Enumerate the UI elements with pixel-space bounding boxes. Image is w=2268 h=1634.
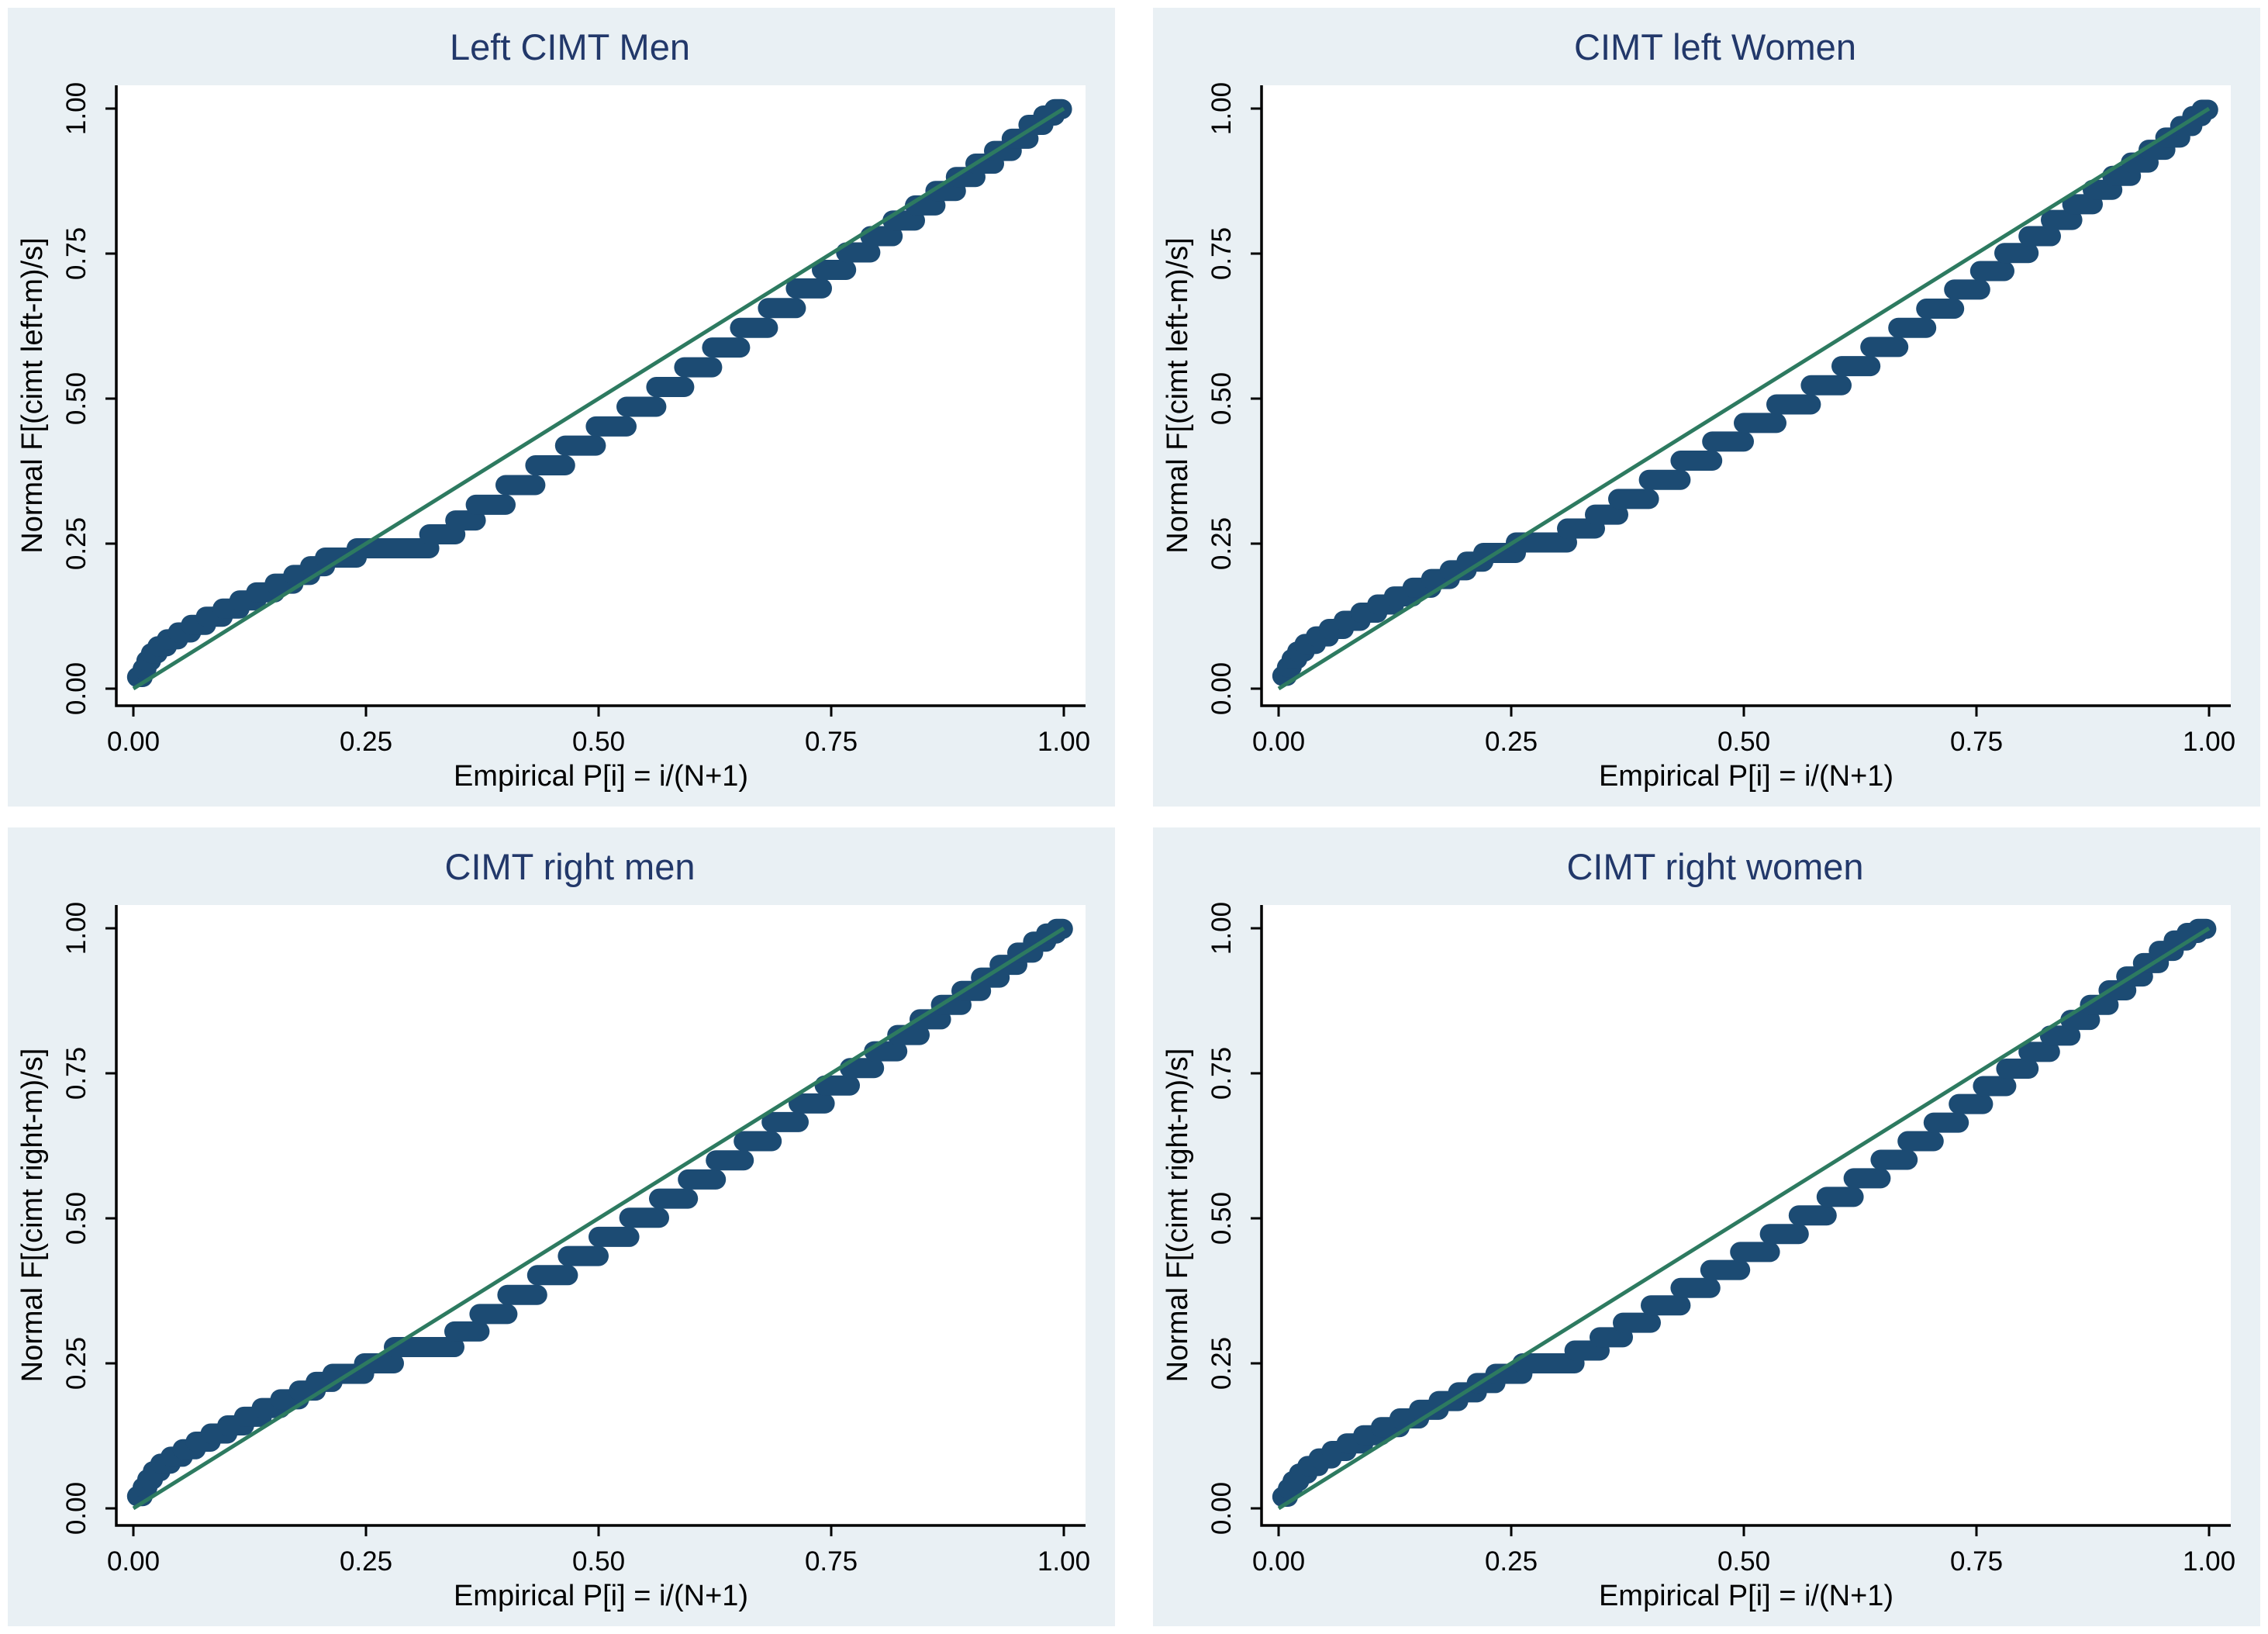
- pp-plot-canvas: 0.00 0.25 0.50 0.75 1.00 0.00 0.25 0.50 0.75 1.00…: [16, 82, 1090, 793]
- reference-line: [132, 926, 1065, 1511]
- y-tick-label: 0.75: [1206, 227, 1237, 280]
- x-axis-label: Empirical P[i] = i/(N+1): [1599, 1580, 1893, 1612]
- y-tick-label: 0.25: [61, 517, 91, 570]
- y-tick-label: 0.50: [61, 1192, 91, 1245]
- y-axis-label: Normal F[(cimt right-m)/s]: [16, 1048, 49, 1383]
- pp-plot-canvas: 0.00 0.25 0.50 0.75 1.00 0.00 0.25 0.50 0.75 1.00…: [1162, 902, 2235, 1612]
- y-tick-label: 0.50: [1206, 372, 1237, 425]
- axes: [1260, 905, 2231, 1527]
- y-tick-label: 1.00: [1206, 82, 1237, 135]
- x-tick-label: 0.50: [1717, 1546, 1770, 1577]
- y-tick-label: 0.00: [1206, 662, 1237, 715]
- panel-cimt-right-women: CIMT right women 0.00 0.25 0.50 0.75 1.00 0.0…: [1153, 827, 2260, 1626]
- panel-left-cimt-men: Left CIMT Men 0.00 0.25 0.50 0.75 1.00 0.00 0.…: [8, 8, 1115, 807]
- panel-title: CIMT right men: [444, 846, 696, 887]
- panel-cimt-left-women: CIMT left Women 0.00 0.25 0.50 0.75 1.00 0.00…: [1153, 8, 2260, 807]
- x-tick-label: 0.25: [1485, 727, 1538, 757]
- y-tick-label: 0.75: [61, 227, 91, 280]
- x-tick-label: 0.50: [1717, 727, 1770, 757]
- x-axis-label: Empirical P[i] = i/(N+1): [454, 1580, 748, 1612]
- y-tick-label: 1.00: [1206, 902, 1237, 955]
- reference-line: [132, 106, 1065, 691]
- y-axis-label: Normal F[(cimt left-m)/s]: [16, 237, 49, 553]
- x-tick-label: 0.50: [572, 1546, 625, 1577]
- x-tick-label: 0.75: [805, 1546, 858, 1577]
- reference-line: [1277, 926, 2211, 1511]
- x-tick-label: 1.00: [2183, 727, 2235, 757]
- pp-plot-canvas: 0.00 0.25 0.50 0.75 1.00 0.00 0.25 0.50 0.75 1.00…: [16, 902, 1090, 1612]
- axes: [115, 905, 1086, 1527]
- x-tick-label: 0.00: [1252, 1546, 1305, 1577]
- y-tick-label: 0.50: [1206, 1192, 1237, 1245]
- y-tick-label: 0.75: [61, 1047, 91, 1100]
- y-tick-label: 0.50: [61, 372, 91, 425]
- x-tick-label: 0.75: [1950, 727, 2003, 757]
- x-tick-label: 0.25: [340, 1546, 392, 1577]
- panel-title: CIMT right women: [1566, 846, 1864, 887]
- x-axis-label: Empirical P[i] = i/(N+1): [454, 760, 748, 793]
- y-tick-label: 0.25: [1206, 517, 1237, 570]
- panel-title: CIMT left Women: [1574, 26, 1856, 67]
- y-axis-label: Normal F[(cimt left-m)/s]: [1162, 237, 1194, 553]
- axes: [115, 85, 1086, 707]
- x-tick-label: 0.00: [1252, 727, 1305, 757]
- y-tick-label: 1.00: [61, 82, 91, 135]
- y-tick-label: 0.75: [1206, 1047, 1237, 1100]
- x-tick-label: 1.00: [1037, 727, 1090, 757]
- x-tick-label: 0.50: [572, 727, 625, 757]
- y-tick-label: 0.00: [61, 662, 91, 715]
- y-tick-label: 1.00: [61, 902, 91, 955]
- x-tick-label: 1.00: [2183, 1546, 2235, 1577]
- x-tick-label: 0.75: [1950, 1546, 2003, 1577]
- y-tick-label: 0.25: [1206, 1337, 1237, 1390]
- axes: [1260, 85, 2231, 707]
- y-tick-label: 0.25: [61, 1337, 91, 1390]
- x-tick-label: 0.00: [107, 727, 160, 757]
- y-tick-label: 0.00: [61, 1482, 91, 1535]
- reference-line: [1277, 106, 2211, 691]
- pp-plot-canvas: 0.00 0.25 0.50 0.75 1.00 0.00 0.25 0.50 0.75 1.00…: [1162, 82, 2235, 793]
- y-axis-label: Normal F[(cimt right-m)/s]: [1162, 1048, 1194, 1383]
- panel-cimt-right-men: CIMT right men 0.00 0.25 0.50 0.75 1.00 0.00 0…: [8, 827, 1115, 1626]
- x-tick-label: 0.75: [805, 727, 858, 757]
- x-tick-label: 0.25: [1485, 1546, 1538, 1577]
- x-tick-label: 0.00: [107, 1546, 160, 1577]
- x-tick-label: 0.25: [340, 727, 392, 757]
- y-tick-label: 0.00: [1206, 1482, 1237, 1535]
- panel-title: Left CIMT Men: [450, 26, 690, 67]
- x-tick-label: 1.00: [1037, 1546, 1090, 1577]
- x-axis-label: Empirical P[i] = i/(N+1): [1599, 760, 1893, 793]
